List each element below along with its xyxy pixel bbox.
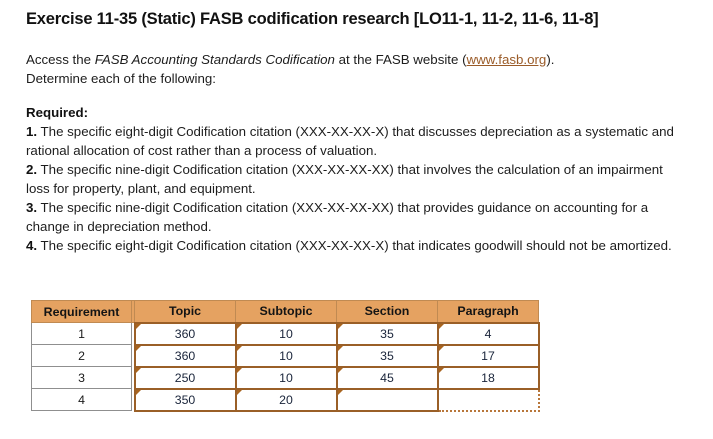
- input-subtopic-1[interactable]: 10: [234, 321, 338, 346]
- input-paragraph-2[interactable]: 17: [436, 343, 540, 368]
- input-paragraph-1[interactable]: 4: [436, 321, 540, 346]
- value-paragraph-2: 17: [481, 348, 495, 363]
- requirement-number-3: 3.: [26, 199, 38, 215]
- value-topic-1: 360: [174, 326, 196, 341]
- required-heading: Required:: [26, 104, 89, 120]
- table-row: 2 360 10 35 17: [31, 343, 540, 368]
- input-subtopic-4[interactable]: 20: [234, 387, 338, 412]
- requirement-item-3: 3. The specific nine-digit Codification …: [26, 198, 689, 236]
- requirement-number-2: 2.: [26, 161, 38, 177]
- value-subtopic-4: 20: [279, 392, 293, 407]
- cell-corner-triangle-icon: [337, 389, 343, 395]
- column-header-section: Section: [336, 300, 438, 323]
- page-title: Exercise 11-35 (Static) FASB codificatio…: [26, 10, 599, 28]
- value-paragraph-1: 4: [484, 326, 492, 341]
- value-paragraph-3: 18: [481, 370, 495, 385]
- fasb-website-link[interactable]: www.fasb.org: [466, 51, 547, 67]
- value-subtopic-2: 10: [279, 348, 293, 363]
- column-header-subtopic: Subtopic: [235, 300, 337, 323]
- input-section-2[interactable]: 35: [335, 343, 439, 368]
- value-section-2: 35: [380, 348, 394, 363]
- input-section-3[interactable]: 45: [335, 365, 439, 390]
- input-topic-4[interactable]: 350: [133, 387, 237, 412]
- intro-line-2: Determine each of the following:: [26, 70, 216, 86]
- value-topic-2: 360: [174, 348, 196, 363]
- cell-requirement-1: 1: [31, 322, 132, 345]
- column-header-requirement: Requirement: [31, 300, 132, 323]
- value-section-1: 35: [380, 326, 394, 341]
- answer-table-wrapper: Requirement Topic Subtopic Section Parag…: [31, 300, 540, 412]
- input-section-4[interactable]: [335, 387, 439, 412]
- table-row: 4 350 20: [31, 387, 540, 412]
- input-subtopic-3[interactable]: 10: [234, 365, 338, 390]
- requirement-text-4: The specific eight-digit Codification ci…: [37, 237, 672, 253]
- cell-requirement-2: 2: [31, 344, 132, 367]
- input-topic-2[interactable]: 360: [133, 343, 237, 368]
- value-subtopic-3: 10: [279, 370, 293, 385]
- column-header-paragraph: Paragraph: [437, 300, 539, 323]
- input-section-1[interactable]: 35: [335, 321, 439, 346]
- input-paragraph-4[interactable]: [436, 387, 540, 412]
- intro-tail: ).: [546, 51, 555, 67]
- requirement-item-1: 1. The specific eight-digit Codification…: [26, 122, 689, 160]
- requirement-number-4: 4.: [26, 237, 38, 253]
- column-header-topic: Topic: [134, 300, 236, 323]
- input-topic-1[interactable]: 360: [133, 321, 237, 346]
- requirement-number-1: 1.: [26, 123, 38, 139]
- intro-paragraph: Access the FASB Accounting Standards Cod…: [26, 50, 689, 88]
- table-row: 1 360 10 35 4: [31, 321, 540, 346]
- intro-mid: at the FASB website (: [334, 51, 467, 67]
- cell-requirement-4: 4: [31, 388, 132, 411]
- intro-italic-title: FASB Accounting Standards Codification: [94, 51, 335, 67]
- value-section-3: 45: [380, 370, 394, 385]
- cell-requirement-3: 3: [31, 366, 132, 389]
- value-topic-3: 250: [174, 370, 196, 385]
- input-topic-3[interactable]: 250: [133, 365, 237, 390]
- required-section: Required: 1. The specific eight-digit Co…: [26, 103, 689, 255]
- table-header-row: Requirement Topic Subtopic Section Parag…: [31, 300, 539, 323]
- input-subtopic-2[interactable]: 10: [234, 343, 338, 368]
- requirement-item-4: 4. The specific eight-digit Codification…: [26, 236, 689, 255]
- table-row: 3 250 10 45 18: [31, 365, 540, 390]
- requirement-text-3: The specific nine-digit Codification cit…: [26, 199, 649, 234]
- input-paragraph-3[interactable]: 18: [436, 365, 540, 390]
- requirement-text-1: The specific eight-digit Codification ci…: [26, 123, 674, 158]
- requirement-item-2: 2. The specific nine-digit Codification …: [26, 160, 689, 198]
- intro-lead: Access the: [26, 51, 95, 67]
- value-subtopic-1: 10: [279, 326, 293, 341]
- value-topic-4: 350: [174, 392, 196, 407]
- requirement-text-2: The specific nine-digit Codification cit…: [26, 161, 663, 196]
- answer-table: Requirement Topic Subtopic Section Parag…: [31, 300, 540, 412]
